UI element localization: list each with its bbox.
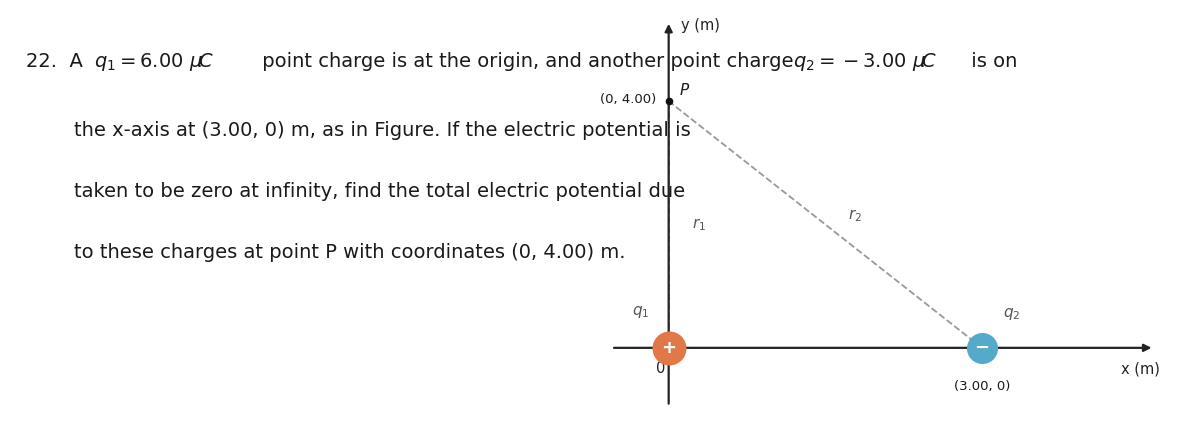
Text: x (m): x (m) (1121, 362, 1159, 376)
Text: (3.00, 0): (3.00, 0) (954, 380, 1010, 393)
Text: taken to be zero at infinity, find the total electric potential due: taken to be zero at infinity, find the t… (74, 182, 685, 201)
Text: $P$: $P$ (679, 82, 690, 98)
Text: $q_1 = 6.00\ \mu\!C$: $q_1 = 6.00\ \mu\!C$ (94, 51, 214, 73)
Text: $q_1$: $q_1$ (632, 304, 650, 320)
Text: −: − (974, 339, 990, 357)
Text: 0: 0 (655, 362, 665, 376)
Text: $r_2$: $r_2$ (848, 207, 863, 223)
Text: the x-axis at (3.00, 0) m, as in Figure. If the electric potential is: the x-axis at (3.00, 0) m, as in Figure.… (74, 121, 691, 140)
Text: to these charges at point P with coordinates (0, 4.00) m.: to these charges at point P with coordin… (74, 242, 626, 262)
Point (972, 344, 991, 351)
Text: $q_2$: $q_2$ (1003, 306, 1020, 322)
Point (659, 344, 678, 351)
Text: $q_2 = -3.00\ \mu\!C$: $q_2 = -3.00\ \mu\!C$ (793, 51, 937, 73)
Text: $r_1$: $r_1$ (691, 216, 706, 233)
Text: (0, 4.00): (0, 4.00) (600, 94, 656, 107)
Text: point charge is at the origin, and another point charge: point charge is at the origin, and anoth… (256, 52, 799, 71)
Text: 22.  A: 22. A (26, 52, 90, 71)
Text: +: + (661, 339, 676, 357)
Text: is on: is on (965, 52, 1018, 71)
Text: y (m): y (m) (682, 18, 720, 33)
